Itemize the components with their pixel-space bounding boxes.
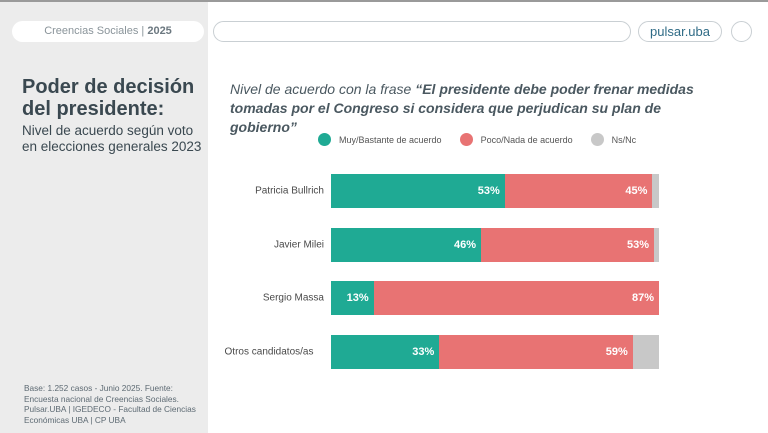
bar-segment: 53% bbox=[481, 228, 654, 262]
page-title: Poder de decisión del presidente: bbox=[22, 76, 195, 120]
year-label: 2025 bbox=[147, 25, 172, 37]
bar-segment: 13% bbox=[331, 281, 374, 315]
data-label: 53% bbox=[626, 239, 649, 251]
bar-segment: 59% bbox=[439, 335, 633, 369]
bar-segment bbox=[632, 335, 659, 369]
data-label: 13% bbox=[346, 292, 369, 304]
bar-segment: 53% bbox=[331, 174, 505, 208]
legend-item: Ns/Nc bbox=[590, 133, 637, 146]
bar-row: Patricia Bullrich 53% 45% bbox=[220, 174, 660, 208]
stacked-bar: 46% 53% bbox=[331, 228, 659, 262]
bar-segment bbox=[654, 228, 659, 262]
legend-item: Muy/Bastante de acuerdo bbox=[318, 133, 442, 146]
section-tag: Creencias Sociales | 2025 bbox=[12, 21, 204, 42]
stacked-bar: 53% 45% bbox=[331, 174, 659, 208]
bar-row: Sergio Massa 13% 87% bbox=[220, 281, 660, 315]
bar-row: Javier Milei 46% 53% bbox=[220, 228, 660, 262]
chart-title: Nivel de acuerdo con la frase “El presid… bbox=[230, 80, 700, 137]
category-label: Javier Milei bbox=[273, 239, 324, 251]
bar-segment: 33% bbox=[331, 335, 440, 369]
legend-label: Poco/Nada de acuerdo bbox=[480, 134, 573, 145]
sidebar-panel bbox=[0, 2, 208, 433]
stacked-bar: 13% 87% bbox=[331, 281, 659, 315]
legend-swatch bbox=[459, 133, 473, 146]
data-label: 46% bbox=[454, 239, 477, 251]
data-label: 59% bbox=[605, 346, 628, 358]
search-input[interactable] bbox=[213, 21, 631, 42]
bar-segment: 87% bbox=[373, 281, 659, 315]
pulsar-logo[interactable]: pulsar.uba bbox=[638, 21, 722, 42]
chart-title-prefix: Nivel de acuerdo con la frase bbox=[230, 81, 416, 97]
bar-segment bbox=[652, 174, 659, 208]
category-label: Patricia Bullrich bbox=[255, 185, 324, 197]
data-label: 53% bbox=[477, 185, 500, 197]
page-subtitle: Nivel de acuerdo según voto en eleccione… bbox=[22, 123, 202, 154]
stacked-bar: 33% 59% bbox=[331, 335, 659, 369]
bar-segment: 45% bbox=[504, 174, 653, 208]
category-label: Sergio Massa bbox=[262, 292, 324, 304]
category-label: Otros candidatos/as bbox=[224, 346, 314, 358]
menu-circle-button[interactable] bbox=[731, 21, 752, 42]
section-label: Creencias Sociales bbox=[44, 25, 139, 37]
bar-row: Otros candidatos/as 33% 59% bbox=[220, 335, 660, 369]
data-label: 33% bbox=[412, 346, 435, 358]
data-label: 45% bbox=[625, 185, 648, 197]
data-label: 87% bbox=[631, 292, 654, 304]
chart-title-quote: “El presidente debe poder frenar medidas… bbox=[230, 81, 694, 135]
legend-item: Poco/Nada de acuerdo bbox=[459, 133, 573, 146]
legend-label: Muy/Bastante de acuerdo bbox=[339, 134, 442, 145]
legend-label: Ns/Nc bbox=[611, 134, 637, 145]
legend: Muy/Bastante de acuerdo Poco/Nada de acue… bbox=[318, 133, 654, 146]
source-note: Base: 1.252 casos - Junio 2025. Fuente: … bbox=[24, 383, 196, 425]
legend-swatch bbox=[318, 133, 331, 146]
legend-swatch bbox=[590, 133, 604, 146]
bar-segment: 46% bbox=[331, 228, 482, 262]
